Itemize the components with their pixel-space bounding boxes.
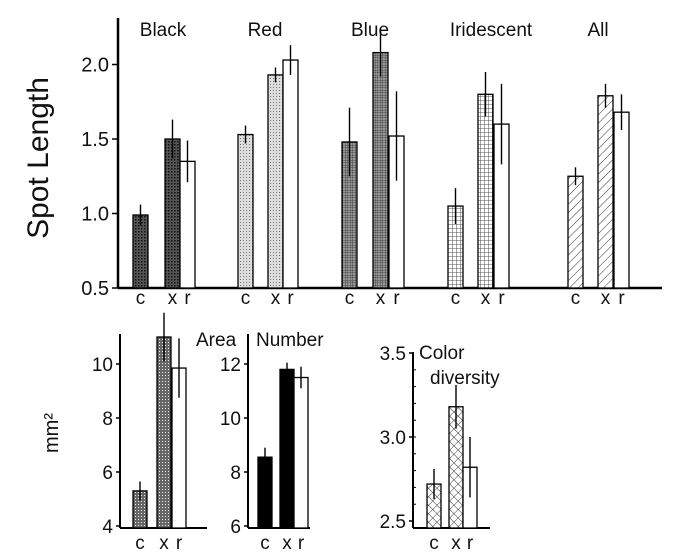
- x-tick-label: r: [287, 288, 294, 309]
- chart-title: Area: [196, 330, 237, 351]
- x-tick-label: r: [298, 533, 305, 554]
- x-tick-label: x: [271, 288, 281, 309]
- y-tick-label: 1.5: [81, 129, 109, 151]
- chart-title: Color: [419, 343, 465, 364]
- x-tick-label: x: [451, 533, 461, 554]
- x-tick-label: c: [260, 533, 270, 554]
- y-tick-label: 0.5: [81, 278, 109, 300]
- y-tick-label: 6: [102, 463, 113, 484]
- group-title: Iridescent: [450, 20, 533, 41]
- bar: [156, 336, 172, 529]
- x-tick-label: c: [136, 288, 146, 309]
- bar: [132, 214, 149, 289]
- bar: [237, 133, 254, 289]
- bar: [613, 111, 630, 289]
- x-tick-label: r: [467, 533, 474, 554]
- x-tick-label: x: [601, 288, 611, 309]
- x-tick-label: r: [393, 288, 400, 309]
- x-tick-label: c: [241, 288, 251, 309]
- group-title: All: [587, 20, 608, 41]
- x-tick-label: c: [135, 533, 145, 554]
- y-tick-label: 8: [230, 463, 241, 484]
- y-tick-label: 10: [220, 409, 241, 430]
- x-tick-label: x: [481, 288, 491, 309]
- y-tick-label: 3.0: [380, 428, 406, 449]
- y-tick-label: 4: [102, 517, 113, 538]
- bar: [267, 74, 284, 289]
- y-tick-label: 8: [102, 409, 113, 430]
- y-axis-label: mm²: [41, 413, 63, 453]
- x-tick-label: x: [376, 288, 386, 309]
- bar: [372, 51, 389, 289]
- x-tick-label: x: [168, 288, 178, 309]
- x-tick-label: r: [184, 288, 191, 309]
- x-tick-label: c: [571, 288, 581, 309]
- group-title: Red: [248, 20, 283, 41]
- x-tick-label: c: [345, 288, 355, 309]
- x-tick-label: c: [451, 288, 461, 309]
- x-tick-label: x: [159, 533, 169, 554]
- group-title: Black: [140, 20, 187, 41]
- y-axis-label: Spot Length: [22, 77, 55, 239]
- y-tick-label: 12: [220, 355, 241, 376]
- group-title: Blue: [351, 20, 389, 41]
- y-tick-label: 6: [230, 517, 241, 538]
- y-tick-label: 1.0: [81, 204, 109, 226]
- y-tick-label: 2.0: [81, 55, 109, 77]
- y-tick-label: 3.5: [380, 344, 406, 365]
- bar: [597, 95, 614, 289]
- x-tick-label: r: [176, 533, 183, 554]
- bar: [567, 175, 584, 289]
- chart-title: Number: [256, 330, 324, 351]
- x-tick-label: r: [498, 288, 505, 309]
- y-tick-label: 10: [92, 355, 113, 376]
- x-tick-label: x: [282, 533, 292, 554]
- bar: [477, 93, 494, 289]
- bar: [164, 138, 181, 289]
- y-tick-label: 2.5: [380, 512, 406, 533]
- bar: [279, 368, 295, 529]
- x-tick-label: c: [429, 533, 439, 554]
- x-tick-label: r: [618, 288, 625, 309]
- bar: [257, 456, 273, 529]
- chart-title: diversity: [430, 368, 500, 389]
- bar: [293, 376, 309, 529]
- bar: [282, 59, 299, 289]
